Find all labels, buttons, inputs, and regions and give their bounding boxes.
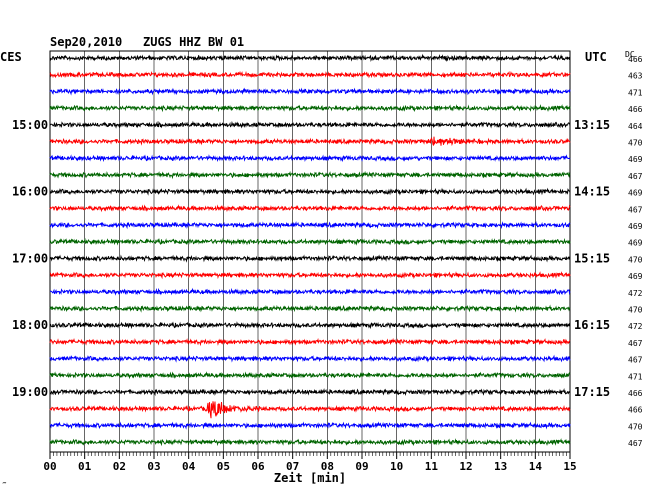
- dc-offset-label: 467: [628, 172, 643, 181]
- seismic-trace: [49, 204, 571, 213]
- utc-time-label: 13:15: [574, 118, 610, 132]
- x-tick-label: 15: [563, 460, 576, 473]
- local-time-label: 15:00: [12, 118, 48, 132]
- x-tick-label: 13: [494, 460, 507, 473]
- x-tick-label: 07: [286, 460, 299, 473]
- dc-offset-label: 469: [628, 239, 643, 248]
- seismic-trace: [49, 237, 571, 246]
- x-axis-label: Zeit [min]: [274, 471, 346, 485]
- seismic-trace: [49, 304, 571, 313]
- local-time-label: 16:00: [12, 185, 48, 199]
- seismic-trace: [49, 104, 571, 113]
- dc-offset-label: 467: [628, 356, 643, 365]
- dc-header-label: DC: [625, 50, 635, 59]
- seismic-trace: [49, 271, 571, 280]
- dc-offset-label: 469: [628, 155, 643, 164]
- seismic-trace: [49, 53, 571, 63]
- dc-offset-label: 470: [628, 255, 643, 264]
- dc-offset-label: 469: [628, 272, 643, 281]
- x-tick-label: 10: [390, 460, 403, 473]
- seismic-traces: 466 463 471 466 464 470 469 467 469 467 469 469 470 4…: [49, 53, 643, 448]
- x-tick-label: 14: [529, 460, 543, 473]
- seismic-trace: [49, 438, 571, 447]
- local-time-label: 18:00: [12, 318, 48, 332]
- corner-mark: ‴: [2, 481, 7, 490]
- dc-offset-label: 466: [628, 55, 643, 64]
- utc-time-label: 14:15: [574, 185, 610, 199]
- dc-offset-label: 467: [628, 205, 643, 214]
- dc-offset-label: 467: [628, 339, 643, 348]
- seismic-trace: [49, 401, 571, 419]
- seismic-trace: [49, 421, 571, 430]
- seismic-trace: [49, 136, 571, 147]
- seismic-trace: [49, 70, 571, 79]
- local-time-label: 19:00: [12, 385, 48, 399]
- x-tick-label: 01: [78, 460, 92, 473]
- local-time-label: 17:00: [12, 251, 48, 265]
- dc-offset-label: 472: [628, 322, 643, 331]
- x-tick-label: 11: [425, 460, 439, 473]
- dc-offset-label: 471: [628, 88, 643, 97]
- x-tick-label: 08: [321, 460, 334, 473]
- seismic-trace: [49, 187, 571, 196]
- dc-offset-label: 469: [628, 189, 643, 198]
- x-tick-label: 05: [217, 460, 230, 473]
- x-tick-label: 04: [182, 460, 196, 473]
- dc-offset-label: 463: [628, 72, 643, 81]
- seismic-trace: [49, 120, 571, 129]
- seismic-trace: [49, 337, 571, 347]
- dc-offset-label: 466: [628, 406, 643, 415]
- utc-time-label: 15:15: [574, 251, 610, 265]
- seismic-trace: [49, 387, 571, 397]
- dc-offset-label: 470: [628, 306, 643, 315]
- seismic-trace: [49, 254, 571, 263]
- seismic-trace: [49, 154, 571, 163]
- station-label: ZUGS HHZ BW 01: [143, 35, 244, 49]
- dc-offset-label: 466: [628, 389, 643, 398]
- time-labels: 15:00 16:00 17:00 18:00 19:00 13:15 14:15 15:15…: [12, 118, 610, 399]
- seismic-trace: [49, 220, 571, 230]
- dc-offset-label: 467: [628, 439, 643, 448]
- seismic-trace: [49, 371, 571, 380]
- seismic-trace: [49, 287, 571, 296]
- utc-timezone-label: UTC: [585, 50, 607, 64]
- x-tick-label: 12: [459, 460, 472, 473]
- date-label: Sep20,2010: [50, 35, 122, 49]
- local-timezone-label: CES: [0, 50, 22, 64]
- grid: [49, 50, 571, 453]
- x-axis: 00 01 02 03 04 05 06 07 08 09 10 11 12 13 14 15: [43, 452, 577, 473]
- utc-time-label: 16:15: [574, 318, 610, 332]
- seismic-trace: [49, 354, 571, 363]
- seismic-trace: [49, 321, 571, 330]
- dc-offset-label: 471: [628, 372, 643, 381]
- x-tick-label: 09: [355, 460, 368, 473]
- seismic-trace: [49, 87, 571, 96]
- x-tick-label: 00: [43, 460, 56, 473]
- dc-offset-label: 464: [628, 122, 643, 131]
- dc-offset-label: 470: [628, 422, 643, 431]
- x-tick-label: 02: [113, 460, 126, 473]
- dc-offset-label: 466: [628, 105, 643, 114]
- utc-time-label: 17:15: [574, 385, 610, 399]
- x-tick-label: 03: [147, 460, 160, 473]
- x-tick-label: 06: [251, 460, 265, 473]
- seismic-trace: [49, 170, 571, 180]
- dc-offset-label: 472: [628, 289, 643, 298]
- dc-offset-label: 470: [628, 139, 643, 148]
- dc-offset-label: 469: [628, 222, 643, 231]
